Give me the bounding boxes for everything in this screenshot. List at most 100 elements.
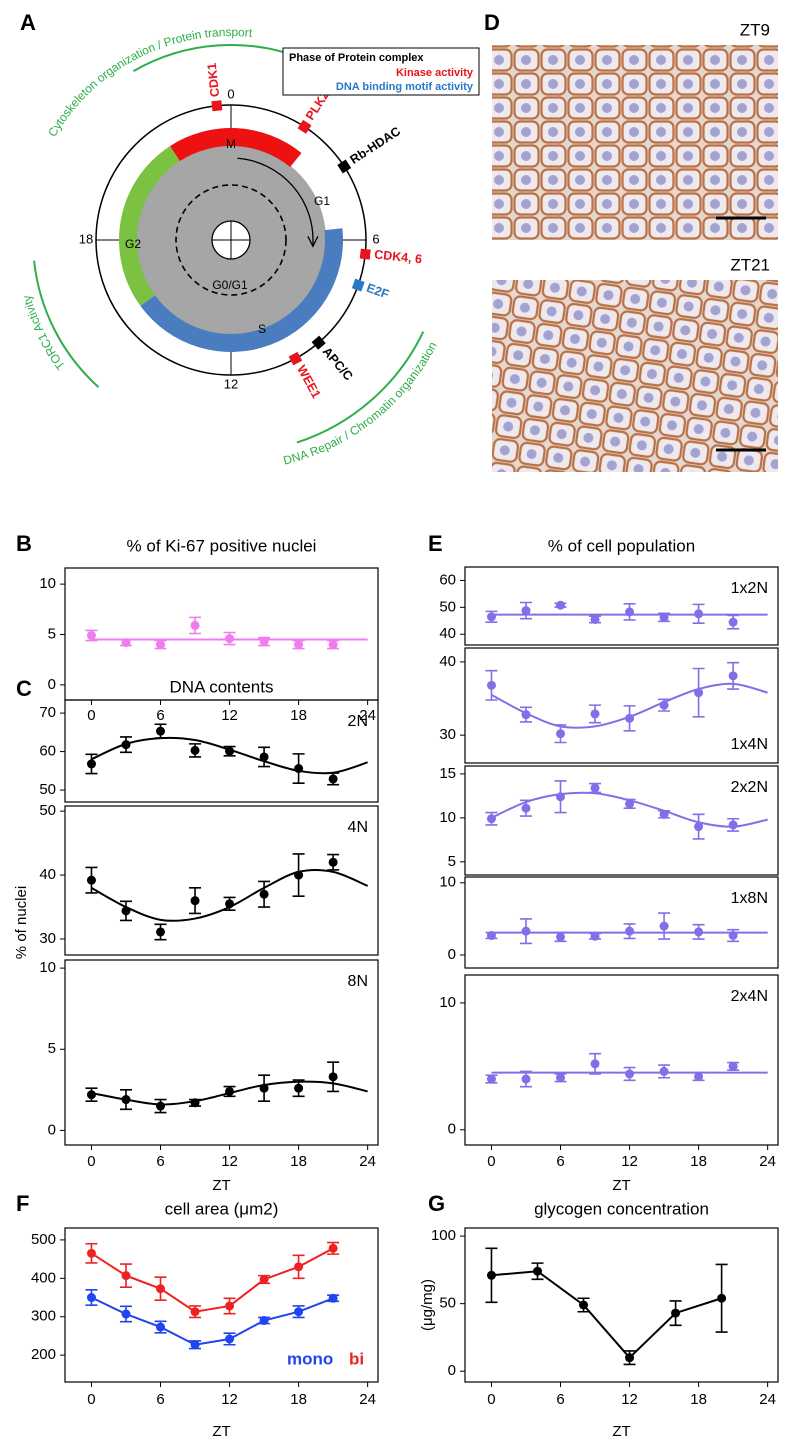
plot-frame — [464, 647, 779, 764]
data-point — [86, 1248, 96, 1258]
y-tick-label: 60 — [39, 743, 56, 760]
phase-arc — [170, 128, 302, 167]
data-point — [86, 759, 96, 769]
data-point — [486, 814, 496, 824]
y-tick-label: 10 — [439, 874, 456, 891]
y-tick-label: 0 — [448, 1121, 456, 1138]
complex-label: CDK4, 6 — [374, 247, 423, 266]
y-tick-label: 70 — [39, 704, 56, 721]
y-tick-label: 50 — [39, 781, 56, 798]
data-point — [86, 631, 96, 641]
series-line — [491, 1270, 722, 1360]
y-tick-label: 10 — [439, 994, 456, 1011]
data-point — [694, 609, 704, 619]
data-point — [156, 1101, 166, 1111]
data-point — [521, 803, 531, 813]
data-point — [121, 906, 131, 916]
data-point — [190, 745, 200, 755]
data-point — [294, 1083, 304, 1093]
g0-cycle — [175, 184, 287, 296]
subplot-label: 2x2N — [731, 779, 768, 796]
data-point — [328, 640, 338, 650]
micrograph — [492, 280, 778, 472]
series-line — [90, 1247, 334, 1313]
process-arc — [33, 260, 100, 388]
x-tick-label: 6 — [156, 1391, 164, 1408]
data-point — [728, 671, 738, 681]
data-point — [579, 1300, 589, 1310]
subplot-label: 1x2N — [731, 580, 768, 597]
data-point — [121, 740, 131, 750]
y-tick-label: 200 — [31, 1346, 56, 1363]
plot-frame — [464, 765, 779, 876]
y-tick-label: 100 — [431, 1227, 456, 1244]
panel-label: B — [16, 531, 32, 556]
x-tick-label: 12 — [621, 1391, 638, 1408]
y-tick-label: 0 — [448, 946, 456, 963]
data-point — [717, 1293, 727, 1303]
data-point — [156, 726, 166, 736]
plot-frame — [64, 805, 379, 956]
legend-entry: bi — [349, 1349, 364, 1368]
plot-frame — [64, 959, 379, 1146]
data-point — [521, 710, 531, 720]
data-point — [694, 822, 704, 832]
data-point — [190, 620, 200, 630]
panel-label: D — [484, 10, 500, 35]
data-point — [486, 931, 496, 940]
x-tick-label: 18 — [290, 1153, 307, 1170]
plot-frame — [64, 1227, 379, 1383]
data-point — [556, 932, 566, 942]
complex-marker — [297, 119, 312, 134]
x-tick-label: 12 — [221, 1153, 238, 1170]
legend-box — [282, 47, 480, 96]
y-tick-label: 30 — [39, 930, 56, 947]
x-tick-label: 0 — [87, 1153, 95, 1170]
data-point — [259, 752, 269, 762]
y-tick-label: 5 — [48, 625, 56, 642]
subplot-label: 1x8N — [731, 890, 768, 907]
y-tick-label: 300 — [31, 1308, 56, 1325]
x-tick-label: 6 — [156, 1153, 164, 1170]
complex-marker — [337, 159, 352, 174]
data-point — [486, 612, 496, 622]
y-tick-label: 10 — [39, 575, 56, 592]
chart-title: % of Ki-67 positive nuclei — [127, 536, 317, 555]
data-point — [486, 1074, 496, 1084]
chart-title: % of cell population — [548, 536, 695, 555]
data-point — [294, 1262, 304, 1272]
plot-frame — [64, 699, 379, 803]
data-point — [225, 1086, 235, 1096]
legend-item: Kinase activity — [396, 67, 474, 79]
y-tick-label: 0 — [48, 676, 56, 693]
y-tick-label: 50 — [439, 1295, 456, 1312]
hour-label: 6 — [372, 231, 379, 246]
complex-marker — [351, 278, 365, 292]
data-point — [121, 1095, 131, 1105]
x-tick-label: 0 — [87, 707, 95, 724]
plot-frame — [464, 876, 779, 969]
y-tick-label: 50 — [439, 598, 456, 615]
data-point — [259, 1083, 269, 1093]
data-point — [728, 617, 738, 627]
phase-arc — [140, 228, 343, 352]
y-tick-label: 0 — [48, 1121, 56, 1138]
data-point — [659, 809, 669, 819]
subplot-label: 8N — [348, 973, 368, 990]
data-point — [556, 600, 566, 610]
chart-title: DNA contents — [170, 677, 274, 696]
x-tick-label: 6 — [556, 1153, 564, 1170]
data-point — [556, 729, 566, 739]
data-point — [121, 1309, 131, 1319]
phase-label: G1 — [314, 194, 330, 208]
x-tick-label: 12 — [221, 707, 238, 724]
data-point — [728, 1061, 738, 1071]
data-point — [225, 746, 235, 756]
x-tick-label: 24 — [359, 1153, 376, 1170]
x-tick-label: 0 — [487, 1391, 495, 1408]
x-tick-label: 6 — [556, 1391, 564, 1408]
data-point — [294, 1307, 304, 1317]
y-tick-label: 60 — [439, 571, 456, 588]
y-tick-label: 0 — [448, 1362, 456, 1379]
